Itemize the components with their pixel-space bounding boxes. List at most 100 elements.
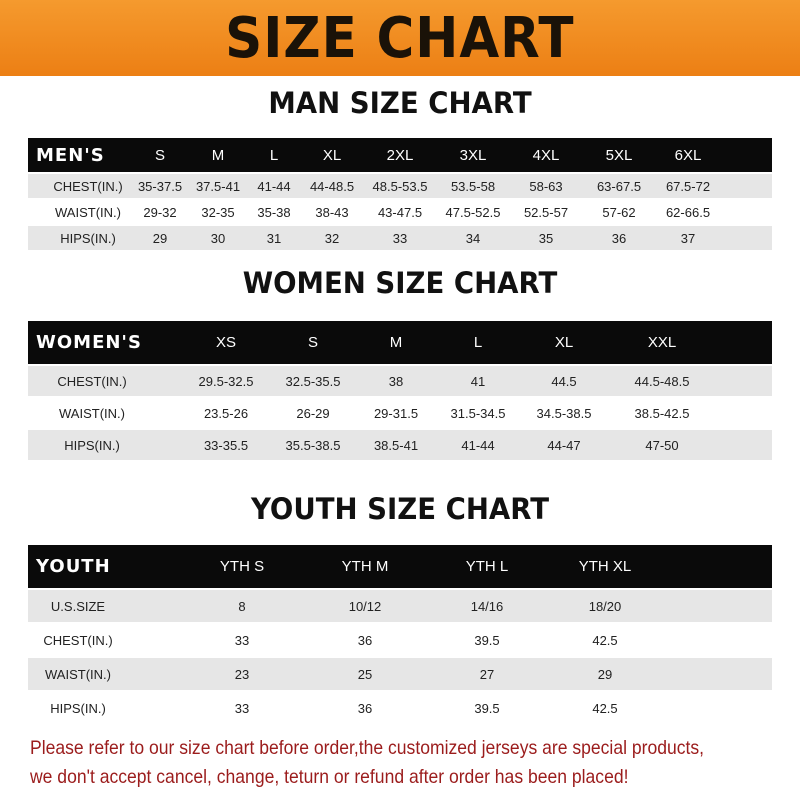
header-row: YOUTH YTH S YTH M YTH L YTH XL: [28, 545, 772, 588]
table-row: WAIST(IN.) 29-32 32-35 35-38 38-43 43-47.5 47.…: [28, 200, 772, 224]
cell: 62-66.5: [665, 204, 711, 220]
cell: 38.5-41: [373, 437, 419, 453]
cell: XL: [554, 334, 574, 351]
cell: 42.5: [592, 700, 618, 716]
cell: XL: [322, 146, 342, 164]
cell: M: [211, 146, 225, 164]
row-label: YOUTH: [36, 556, 111, 577]
row-label: CHEST(IN.): [57, 373, 127, 389]
men-chart-title: MAN SIZE CHART: [268, 86, 532, 120]
cell: 44-48.5: [309, 178, 355, 194]
cell: 35-38: [257, 204, 291, 220]
cell: 38.5-42.5: [634, 405, 690, 421]
cell: 48.5-53.5: [372, 178, 428, 194]
table-row: CHEST(IN.) 29.5-32.5 32.5-35.5 38 41 44.5 44.5…: [28, 366, 772, 396]
cell: L: [269, 146, 279, 164]
cell: 52.5-57: [523, 204, 569, 220]
youth-size-table: YOUTH YTH S YTH M YTH L YTH XL U.S.SIZE 8 10/12…: [28, 545, 772, 724]
cell: 34: [465, 230, 481, 246]
cell: M: [389, 334, 403, 351]
cell: 47.5-52.5: [445, 204, 501, 220]
cell: 38: [388, 373, 404, 389]
cell: 32.5-35.5: [285, 373, 341, 389]
cell: 41: [470, 373, 486, 389]
cell: 44.5: [551, 373, 577, 389]
row-label: WOMEN'S: [36, 332, 142, 353]
banner-title: SIZE CHART: [225, 5, 575, 71]
cell: 29-32: [143, 204, 177, 220]
cell: 47-50: [645, 437, 679, 453]
header-row: WOMEN'S XS S M L XL XXL: [28, 321, 772, 364]
cell: 5XL: [605, 146, 633, 164]
row-label: WAIST(IN.): [59, 405, 125, 421]
men-size-table: MEN'S S M L XL 2XL 3XL 4XL 5XL 6XL CHEST(IN.) 35-37…: [28, 138, 772, 250]
cell: YTH XL: [578, 558, 632, 575]
cell: 2XL: [386, 146, 414, 164]
row-label: CHEST(IN.): [53, 178, 123, 194]
cell: 37.5-41: [195, 178, 241, 194]
cell: 35.5-38.5: [285, 437, 341, 453]
cell: 41-44: [257, 178, 291, 194]
table-row: CHEST(IN.) 33 36 39.5 42.5: [28, 624, 772, 656]
cell: 31: [266, 230, 282, 246]
cell: L: [473, 334, 483, 351]
row-label: HIPS(IN.): [50, 700, 106, 716]
row-label: HIPS(IN.): [60, 230, 116, 246]
row-label: CHEST(IN.): [43, 632, 113, 648]
cell: 35: [538, 230, 554, 246]
cell: XXL: [647, 334, 677, 351]
cell: 33: [234, 700, 250, 716]
cell: 23.5-26: [203, 405, 249, 421]
cell: 33: [234, 632, 250, 648]
table-row: U.S.SIZE 8 10/12 14/16 18/20: [28, 590, 772, 622]
row-label: WAIST(IN.): [55, 204, 121, 220]
cell: XS: [215, 334, 237, 351]
cell: 30: [210, 230, 226, 246]
cell: 57-62: [602, 204, 636, 220]
row-label: WAIST(IN.): [45, 666, 111, 682]
cell: 31.5-34.5: [450, 405, 506, 421]
cell: 29.5-32.5: [198, 373, 254, 389]
cell: 10/12: [348, 598, 382, 614]
cell: 36: [611, 230, 627, 246]
cell: 39.5: [474, 700, 500, 716]
cell: 4XL: [532, 146, 560, 164]
women-chart-title: WOMEN SIZE CHART: [242, 266, 558, 300]
cell: 3XL: [459, 146, 487, 164]
cell: 36: [357, 700, 373, 716]
cell: 63-67.5: [596, 178, 642, 194]
cell: 32-35: [201, 204, 235, 220]
cell: 43-47.5: [377, 204, 423, 220]
cell: 8: [238, 598, 246, 614]
cell: 29: [597, 666, 613, 682]
cell: 39.5: [474, 632, 500, 648]
row-label: MEN'S: [36, 144, 105, 166]
cell: 18/20: [588, 598, 622, 614]
cell: 41-44: [461, 437, 495, 453]
cell: 37: [680, 230, 696, 246]
women-size-table: WOMEN'S XS S M L XL XXL CHEST(IN.) 29.5-32.5 32.5…: [28, 321, 772, 460]
cell: 27: [479, 666, 495, 682]
row-label: HIPS(IN.): [64, 437, 120, 453]
cell: 38-43: [315, 204, 349, 220]
size-chart-banner: SIZE CHART: [0, 0, 800, 76]
table-row: WAIST(IN.) 23.5-26 26-29 29-31.5 31.5-34.5 34…: [28, 398, 772, 428]
cell: 44.5-48.5: [634, 373, 690, 389]
cell: 6XL: [674, 146, 702, 164]
cell: 23: [234, 666, 250, 682]
cell: 29: [152, 230, 168, 246]
cell: 29-31.5: [373, 405, 419, 421]
cell: 67.5-72: [665, 178, 711, 194]
order-notice: Please refer to our size chart before or…: [30, 737, 705, 788]
cell: 34.5-38.5: [536, 405, 592, 421]
cell: 25: [357, 666, 373, 682]
cell: S: [307, 334, 319, 351]
row-label: U.S.SIZE: [50, 598, 106, 614]
cell: 26-29: [296, 405, 330, 421]
cell: 14/16: [470, 598, 504, 614]
cell: 58-63: [529, 178, 563, 194]
cell: 44-47: [547, 437, 581, 453]
cell: 42.5: [592, 632, 618, 648]
cell: 33: [392, 230, 408, 246]
cell: 33-35.5: [203, 437, 249, 453]
